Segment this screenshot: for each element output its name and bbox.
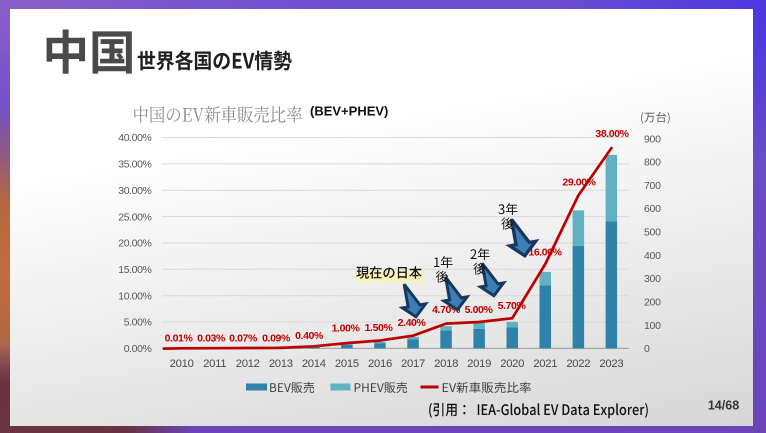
svg-text:0.09%: 0.09%	[262, 333, 291, 345]
svg-text:800: 800	[644, 157, 661, 169]
svg-text:0.07%: 0.07%	[229, 333, 258, 345]
svg-text:2018: 2018	[434, 358, 458, 370]
svg-text:100: 100	[644, 320, 661, 332]
svg-text:900: 900	[644, 133, 661, 145]
svg-text:400: 400	[644, 250, 661, 262]
svg-text:30.00%: 30.00%	[118, 185, 151, 197]
svg-text:20.00%: 20.00%	[118, 238, 151, 250]
svg-text:2011: 2011	[203, 358, 226, 370]
svg-text:500: 500	[644, 227, 661, 239]
svg-text:2010: 2010	[170, 358, 194, 370]
svg-text:10.00%: 10.00%	[118, 290, 151, 302]
svg-text:700: 700	[644, 180, 661, 192]
svg-text:600: 600	[644, 203, 661, 215]
svg-text:40.00%: 40.00%	[118, 132, 151, 144]
svg-text:2016: 2016	[368, 358, 392, 370]
svg-text:0.03%: 0.03%	[197, 333, 226, 345]
svg-text:2014: 2014	[302, 358, 326, 370]
svg-text:300: 300	[644, 273, 661, 285]
svg-text:16.00%: 16.00%	[528, 247, 562, 259]
svg-text:0.40%: 0.40%	[295, 330, 324, 342]
svg-text:1.50%: 1.50%	[365, 322, 394, 334]
svg-text:29.00%: 29.00%	[562, 177, 596, 189]
svg-text:2019: 2019	[467, 358, 491, 370]
svg-text:5.00%: 5.00%	[465, 304, 494, 316]
svg-text:0.01%: 0.01%	[165, 333, 194, 345]
svg-text:2017: 2017	[401, 358, 425, 370]
svg-text:2021: 2021	[533, 358, 557, 370]
svg-text:1.00%: 1.00%	[332, 323, 361, 335]
svg-text:2015: 2015	[335, 358, 359, 370]
svg-text:25.00%: 25.00%	[118, 211, 151, 223]
svg-text:35.00%: 35.00%	[118, 159, 151, 171]
svg-text:2020: 2020	[500, 358, 524, 370]
svg-text:2022: 2022	[566, 358, 590, 370]
svg-text:38.00%: 38.00%	[595, 128, 629, 140]
svg-text:200: 200	[644, 297, 661, 309]
svg-text:2023: 2023	[599, 358, 623, 370]
svg-text:5.00%: 5.00%	[124, 317, 152, 329]
svg-text:2012: 2012	[236, 358, 260, 370]
svg-text:0: 0	[644, 343, 650, 355]
svg-text:0.00%: 0.00%	[124, 343, 152, 355]
svg-text:2013: 2013	[269, 358, 293, 370]
svg-text:14/68: 14/68	[708, 399, 739, 413]
svg-text:15.00%: 15.00%	[118, 264, 151, 276]
svg-text:5.70%: 5.70%	[498, 300, 527, 312]
svg-text:2.40%: 2.40%	[398, 317, 427, 329]
svg-text:(BEV+PHEV): (BEV+PHEV)	[310, 104, 388, 119]
